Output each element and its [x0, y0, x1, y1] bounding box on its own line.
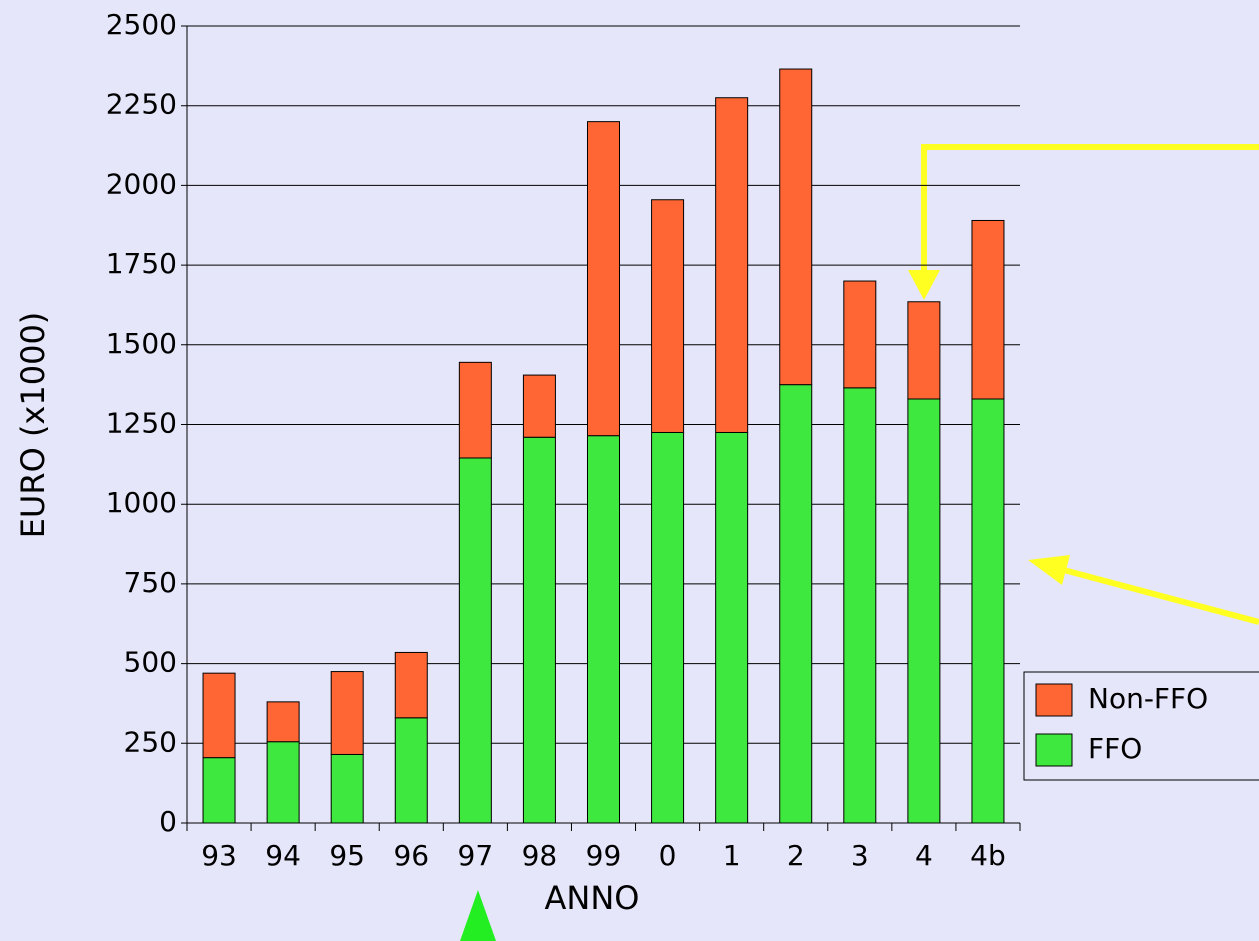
bar-segment	[715, 431, 749, 824]
arrow-head	[908, 270, 940, 300]
bar-segment	[779, 68, 813, 386]
bar-segment	[330, 671, 364, 755]
y-tick-label: 2000	[106, 167, 177, 200]
bar-segment	[651, 431, 685, 824]
x-tick-label: 96	[393, 839, 429, 872]
bar-segment	[779, 384, 813, 824]
bar-segment	[266, 701, 300, 743]
green-arrow	[460, 890, 496, 941]
y-tick-label: 1000	[106, 486, 177, 519]
bar-segment	[907, 301, 941, 400]
y-tick-label: 1500	[106, 327, 177, 360]
legend-label: FFO	[1088, 732, 1142, 765]
bar-segment	[843, 280, 877, 389]
x-tick-label: 2	[787, 839, 805, 872]
bar-segment	[971, 398, 1005, 824]
x-tick-label: 4b	[970, 839, 1006, 872]
bar-segment	[971, 219, 1005, 400]
bar-segment	[458, 457, 492, 824]
bar-segment	[522, 374, 556, 438]
y-tick-label: 2250	[106, 88, 177, 121]
x-tick-label: 95	[329, 839, 365, 872]
bar-segment	[330, 753, 364, 824]
y-tick-label: 0	[159, 805, 177, 838]
x-tick-label: 4	[915, 839, 933, 872]
bar-segment	[715, 97, 749, 433]
x-tick-label: 97	[458, 839, 494, 872]
legend-label: Non-FFO	[1088, 682, 1208, 715]
y-tick-label: 500	[124, 646, 177, 679]
bar-segment	[458, 361, 492, 459]
bar-segment	[394, 717, 428, 824]
bar-segment	[522, 436, 556, 824]
bar-segment	[907, 398, 941, 824]
y-tick-label: 2500	[106, 8, 177, 41]
bar-segment	[587, 121, 620, 437]
y-tick-label: 1750	[106, 247, 177, 280]
x-tick-label: 3	[851, 839, 869, 872]
bar-segment	[843, 387, 877, 824]
arrow-head	[1028, 555, 1070, 585]
legend-swatch	[1035, 733, 1073, 767]
bar-segment	[202, 757, 236, 824]
y-axis-label: EURO (x1000)	[14, 312, 52, 539]
x-axis-label: ANNO	[545, 879, 640, 917]
annotation-arrows	[921, 144, 1259, 625]
legend-swatch	[1035, 683, 1073, 717]
x-tick-label: 1	[723, 839, 741, 872]
x-tick-label: 94	[265, 839, 301, 872]
y-tick-label: 250	[124, 725, 177, 758]
bar-segment	[587, 435, 620, 824]
y-tick-label: 750	[124, 566, 177, 599]
bar-segment	[394, 651, 428, 719]
arrow-line	[921, 144, 1259, 275]
x-tick-label: 98	[522, 839, 558, 872]
x-tick-label: 99	[586, 839, 622, 872]
y-tick-label: 1250	[106, 407, 177, 440]
arrow-line	[1059, 566, 1259, 625]
x-tick-label: 93	[201, 839, 237, 872]
x-tick-label: 0	[659, 839, 677, 872]
bar-segment	[266, 741, 300, 824]
bar-segment	[202, 672, 236, 759]
bar-segment	[651, 199, 685, 433]
